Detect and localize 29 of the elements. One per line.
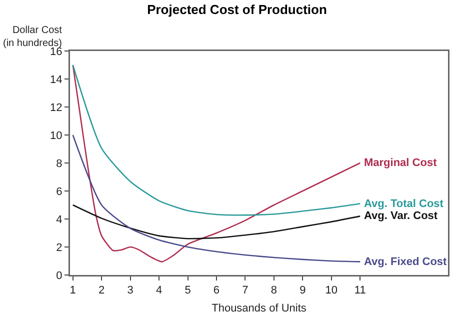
x-tick-label: 5 [184, 284, 191, 297]
line-series [72, 204, 361, 240]
series-label: Avg. Var. Cost [364, 210, 438, 222]
chart-title: Projected Cost of Production [147, 2, 327, 17]
line-series [72, 64, 361, 216]
x-tick-label: 7 [242, 284, 248, 297]
line-series [72, 64, 361, 262]
y-tick-label: 14 [50, 74, 62, 86]
y-tick-label: 2 [56, 242, 62, 254]
y-tick-label: 12 [50, 102, 62, 114]
x-tick-label: 2 [98, 284, 105, 297]
line-series [72, 134, 361, 262]
x-tick-label: 10 [325, 284, 338, 297]
series-label: Avg. Total Cost [364, 198, 444, 210]
y-tick-label: 10 [50, 130, 62, 142]
series-label: Avg. Fixed Cost [364, 256, 448, 268]
x-tick-label: 11 [354, 284, 366, 297]
x-tick-label: 6 [213, 284, 220, 297]
x-axis-title: Thousands of Units [212, 302, 307, 315]
y-tick-label: 0 [56, 270, 62, 282]
x-tick-label: 9 [300, 284, 306, 297]
x-tick-label: 1 [70, 284, 76, 297]
y-tick-label: 6 [56, 186, 62, 198]
y-tick-label: 4 [56, 214, 62, 226]
x-tick-label: 3 [127, 284, 134, 297]
x-tick-label: 8 [270, 284, 278, 297]
y-tick-label: 8 [56, 158, 62, 170]
series-label: Marginal Cost [364, 157, 438, 169]
x-tick-label: 4 [156, 284, 162, 297]
